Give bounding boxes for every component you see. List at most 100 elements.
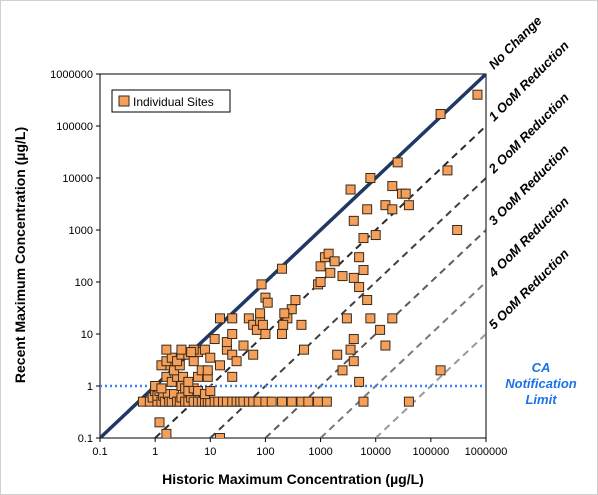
x-axis-ticks: 0.1 1 10 100 1000 10000 100000 1000000 <box>92 438 507 458</box>
ca-label-line-2: Limit <box>525 392 557 407</box>
data-point <box>278 319 289 330</box>
data-point <box>161 371 172 382</box>
y-tick-label: 1000000 <box>50 69 93 81</box>
x-tick-label: 100000 <box>412 446 449 458</box>
data-point <box>279 308 290 319</box>
data-point <box>387 204 398 215</box>
data-point <box>205 386 216 397</box>
data-point <box>321 396 332 407</box>
x-tick-label: 10000 <box>360 446 391 458</box>
data-point <box>370 230 381 241</box>
data-point <box>354 376 365 387</box>
data-point <box>354 282 365 293</box>
y-tick-label: 1 <box>87 381 93 393</box>
data-point <box>345 184 356 195</box>
data-point <box>341 313 352 324</box>
data-point <box>231 356 242 367</box>
data-point <box>375 324 386 335</box>
legend: Individual Sites <box>111 89 231 113</box>
data-point <box>186 347 197 358</box>
data-point <box>221 337 232 348</box>
data-point <box>255 308 266 319</box>
data-point <box>238 340 249 351</box>
data-point <box>403 396 414 407</box>
data-point <box>188 356 199 367</box>
data-point <box>442 165 453 176</box>
data-point <box>166 376 177 387</box>
data-point <box>296 319 307 330</box>
data-point <box>315 261 326 272</box>
x-tick-label: 1000000 <box>465 446 508 458</box>
data-point <box>452 225 463 235</box>
ca-label-line-0: CA <box>532 360 551 375</box>
data-points <box>137 89 483 438</box>
x-tick-label: 10 <box>204 446 216 458</box>
data-point <box>354 252 365 263</box>
data-point <box>214 313 225 324</box>
legend-box <box>111 89 231 113</box>
data-point <box>227 313 238 324</box>
data-point <box>358 233 369 244</box>
data-point <box>227 329 238 339</box>
data-point <box>435 365 446 376</box>
data-point <box>277 329 288 339</box>
x-tick-label: 1000 <box>308 446 332 458</box>
data-point <box>161 428 172 438</box>
data-point <box>161 344 172 355</box>
data-point <box>227 371 238 382</box>
data-point <box>435 109 446 120</box>
data-point <box>303 396 314 407</box>
x-axis-title: Historic Maximum Concentration (µg/L) <box>162 471 424 487</box>
data-point <box>387 181 398 192</box>
data-point <box>313 396 324 407</box>
data-point <box>380 340 391 351</box>
data-point <box>365 313 376 324</box>
data-point <box>358 265 369 276</box>
data-point <box>176 344 187 355</box>
data-point <box>260 329 271 339</box>
legend-entry-label: Individual Sites <box>133 95 214 109</box>
data-point <box>365 173 376 183</box>
data-point <box>387 313 398 324</box>
data-point <box>257 319 268 330</box>
data-point <box>403 200 414 211</box>
y-tick-label: 0.1 <box>78 433 93 445</box>
data-point <box>348 334 359 345</box>
y-axis-title: Recent Maximum Concentration (µg/L) <box>12 127 28 383</box>
data-point <box>277 396 288 407</box>
y-tick-label: 100000 <box>56 121 93 133</box>
x-tick-label: 0.1 <box>92 446 107 458</box>
data-point <box>337 365 348 376</box>
data-point <box>348 215 359 226</box>
data-point <box>345 344 356 355</box>
data-point <box>337 271 348 282</box>
ca-label-line-1: Notification <box>505 376 577 391</box>
data-point <box>298 344 309 355</box>
data-point <box>348 272 359 283</box>
data-point <box>266 396 277 407</box>
data-point <box>358 396 369 407</box>
data-point <box>290 295 301 306</box>
data-point <box>400 188 411 199</box>
data-point <box>329 256 340 267</box>
data-point <box>177 371 188 382</box>
data-point <box>325 267 336 278</box>
data-point <box>362 204 373 215</box>
data-point <box>202 365 213 376</box>
data-point <box>323 248 334 259</box>
data-point <box>262 297 273 308</box>
data-point <box>277 263 288 274</box>
data-point <box>156 383 167 394</box>
data-point <box>248 349 259 360</box>
data-point <box>332 349 343 360</box>
data-point <box>214 360 225 371</box>
data-point <box>472 89 483 100</box>
x-tick-label: 100 <box>256 446 274 458</box>
y-tick-label: 10000 <box>62 173 93 185</box>
data-point <box>209 334 220 345</box>
data-point <box>256 279 267 290</box>
reference-line-2 <box>209 177 486 438</box>
data-point <box>183 376 194 387</box>
